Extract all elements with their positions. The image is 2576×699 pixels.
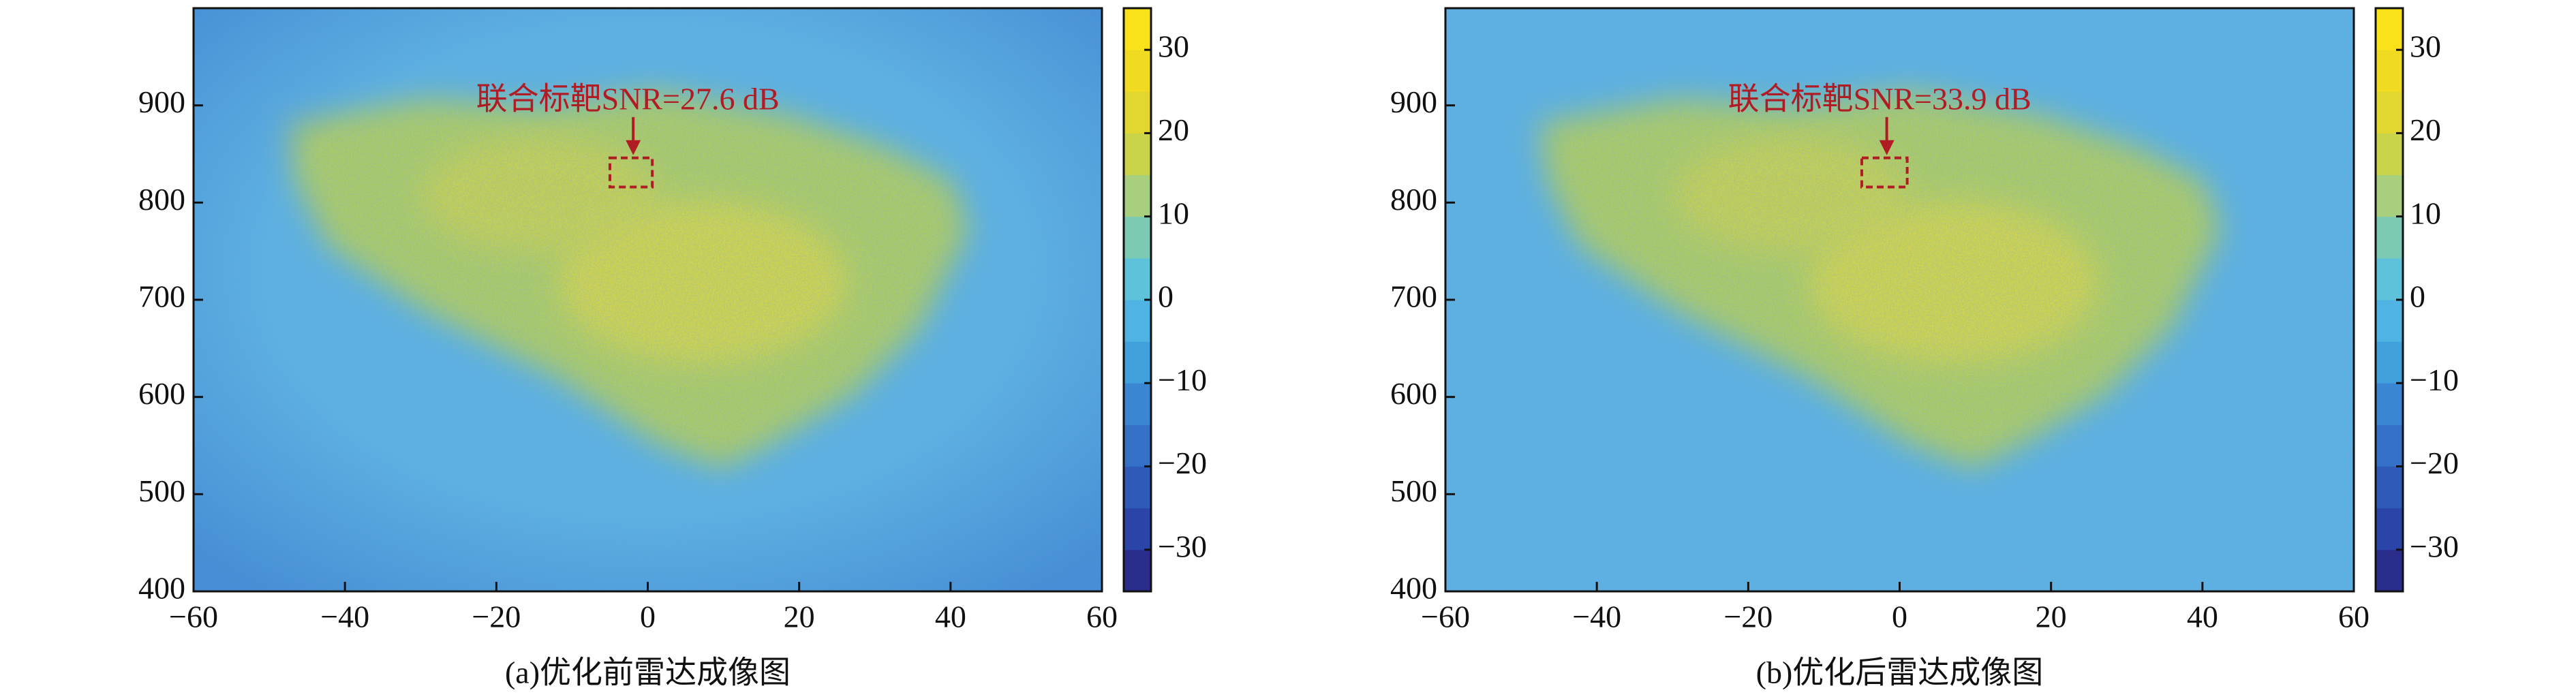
colorbar-segment: [2376, 133, 2403, 176]
colorbar-segment: [1124, 508, 1151, 550]
colorbar-segment: [1124, 424, 1151, 467]
colorbar-segment: [2376, 216, 2403, 259]
colorbar-tick-label: 10: [2410, 196, 2441, 230]
colorbar-segment: [1124, 174, 1151, 217]
colorbar-segment: [1124, 91, 1151, 134]
colorbar-segment: [2376, 50, 2403, 92]
colorbar-segment: [2376, 383, 2403, 425]
target-box: [608, 156, 654, 189]
colorbar-tick-label: −10: [2410, 362, 2459, 397]
x-tick-label: 60: [1086, 600, 1118, 634]
annotation-arrowhead: [626, 140, 641, 155]
annotation: 联合标靶SNR=33.9 dB: [1728, 81, 2031, 116]
colorbar-segment: [1124, 549, 1151, 592]
x-tick-label: 0: [640, 600, 656, 634]
y-tick-label: 600: [138, 376, 185, 411]
x-tick-label: −40: [320, 600, 369, 634]
image-edge: [194, 8, 1102, 591]
colorbar-segment: [1124, 466, 1151, 509]
colorbar-segment: [1124, 50, 1151, 92]
colorbar-tick-label: −30: [1158, 529, 1207, 563]
colorbar-tick-label: −10: [1158, 362, 1207, 397]
y-tick-label: 600: [1390, 376, 1437, 411]
x-tick-label: 20: [784, 600, 815, 634]
colorbar-tick-label: 30: [2410, 29, 2441, 64]
colorbar-tick-label: 0: [1158, 279, 1174, 314]
colorbar-segment: [2376, 341, 2403, 384]
y-tick-label: 900: [138, 84, 185, 119]
x-tick-label: −20: [472, 600, 521, 634]
colorbar-segment: [1124, 383, 1151, 425]
y-tick-label: 500: [1390, 473, 1437, 508]
x-tick-label: 0: [1892, 600, 1907, 634]
y-tick-label: 900: [1390, 84, 1437, 119]
y-tick-label: 700: [138, 279, 185, 314]
target-box: [1860, 156, 1909, 189]
colorbar-segment: [1124, 216, 1151, 259]
x-tick-label: −60: [1421, 600, 1470, 634]
y-tick-label: 500: [138, 473, 185, 508]
caption: (b)优化后雷达成像图: [1756, 655, 2044, 690]
y-tick-label: 400: [1390, 571, 1437, 606]
colorbar-tick-label: 0: [2410, 279, 2425, 314]
x-tick-label: 40: [2187, 600, 2218, 634]
caption: (a)优化前雷达成像图: [505, 655, 791, 690]
colorbar-segment: [2376, 508, 2403, 550]
colorbar-tick-label: 10: [1158, 196, 1189, 230]
colorbar-tick-label: −20: [2410, 446, 2459, 480]
colorbar-segment: [1124, 341, 1151, 384]
y-tick-label: 800: [1390, 182, 1437, 217]
x-tick-label: 40: [935, 600, 966, 634]
x-tick-label: −60: [169, 600, 218, 634]
colorbar-segment: [1124, 300, 1151, 342]
colorbar-segment: [2376, 300, 2403, 342]
colorbar-segment: [2376, 91, 2403, 134]
y-tick-label: 700: [1390, 279, 1437, 314]
y-tick-label: 800: [138, 182, 185, 217]
colorbar-segment: [2376, 424, 2403, 467]
colorbar-segment: [2376, 8, 2403, 50]
colorbar-segment: [2376, 466, 2403, 509]
x-tick-label: −20: [1723, 600, 1773, 634]
x-tick-label: −40: [1572, 600, 1621, 634]
colorbar-segment: [1124, 133, 1151, 176]
colorbar-segment: [1124, 258, 1151, 300]
x-tick-label: 60: [2338, 600, 2370, 634]
colorbar-segment: [2376, 549, 2403, 592]
image-noise: [1445, 8, 2354, 591]
annotation: 联合标靶SNR=27.6 dB: [476, 81, 780, 116]
colorbar-tick-label: 20: [1158, 112, 1189, 147]
colorbar-segment: [2376, 174, 2403, 217]
radar-image: [1445, 8, 2354, 591]
radar-image: [194, 8, 1102, 591]
x-tick-label: 20: [2036, 600, 2067, 634]
y-tick-label: 400: [138, 571, 185, 606]
colorbar-tick-label: 20: [2410, 112, 2441, 147]
annotation-arrowhead: [1879, 140, 1895, 155]
colorbar-segment: [2376, 258, 2403, 300]
colorbar-tick-label: −30: [2410, 529, 2459, 563]
colorbar-tick-label: −20: [1158, 446, 1207, 480]
colorbar-segment: [1124, 8, 1151, 50]
colorbar-tick-label: 30: [1158, 29, 1189, 64]
